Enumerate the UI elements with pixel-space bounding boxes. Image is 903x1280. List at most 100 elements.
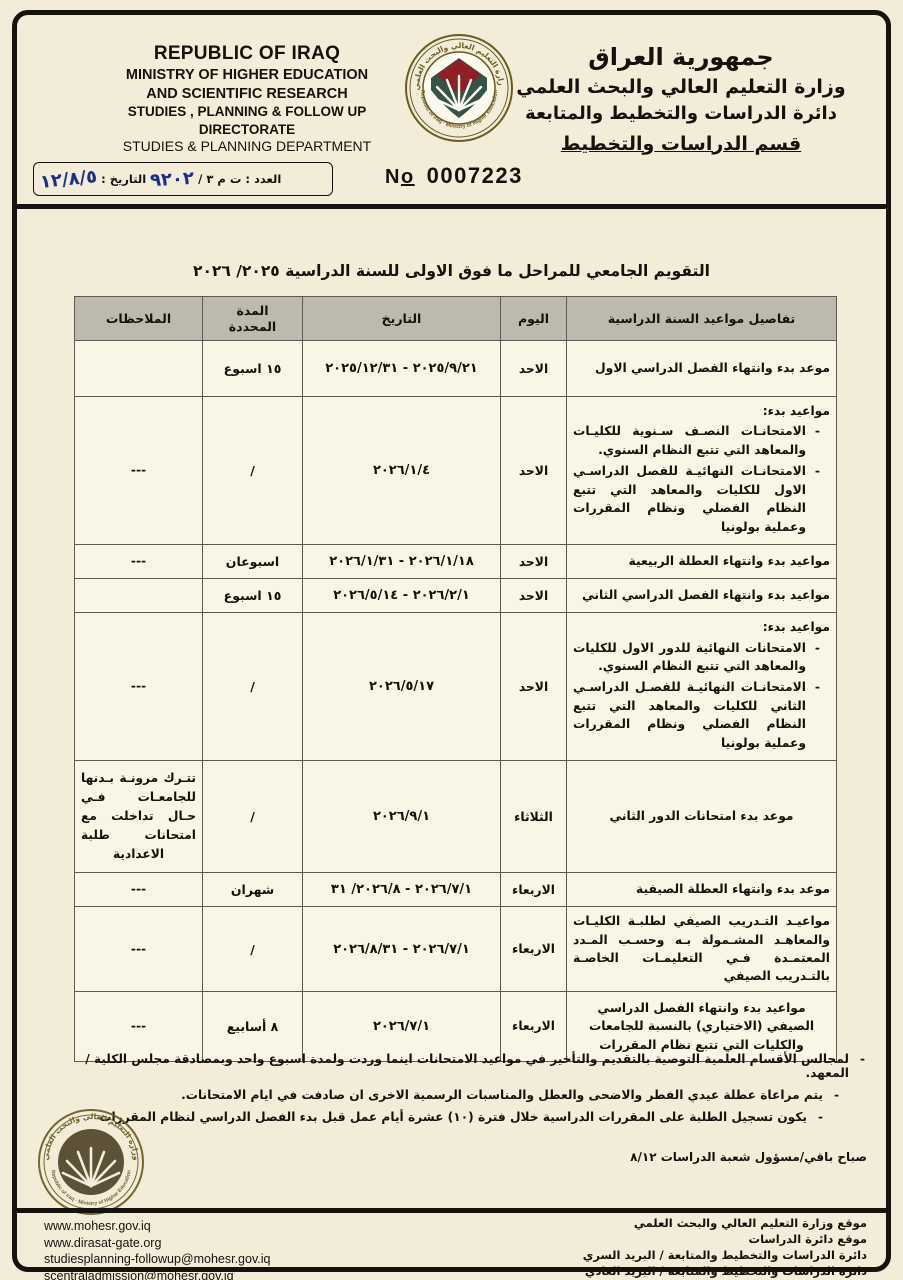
cell-detail-lead: مواعيد بدء:: [762, 620, 830, 635]
cell-note: تتـرك مرونـة بـدنها للجامعـات فـي حـال ت…: [74, 760, 203, 874]
header-republic-line: REPUBLIC OF IRAQ: [153, 43, 341, 64]
cell-detail-bullet: الامتحانات النهائية للدور الاول للكليات …: [573, 639, 820, 676]
cell-day: الاحد: [500, 340, 567, 397]
table-row: مواعيد بدء وانتهاء العطلة الربيعية الاحد…: [74, 544, 837, 580]
column-header-details: تفاصيل مواعيد السنة الدراسية: [566, 296, 837, 341]
academic-calendar-table: تفاصيل مواعيد السنة الدراسية اليوم التار…: [74, 296, 837, 1062]
table-row: مواعيـد التـدريب الصيفي لطلبـة الكليـات …: [74, 906, 837, 992]
cell-date: ٢٠٢٦/٧/١ - ٢٠٢٦/٨/٣١: [302, 906, 501, 992]
footer-contacts-arabic: موقع وزارة التعليم العالي والبحث العلمي …: [583, 1216, 867, 1279]
column-header-duration: المدة المحددة: [202, 296, 303, 341]
footnotes-list: لمجالس الأقسام العلمية التوصية بالتقديم …: [70, 1052, 867, 1132]
header-directorate-line: STUDIES , PLANNING & FOLLOW UP DIRECTORA…: [127, 104, 367, 137]
cell-day: الاربعاء: [500, 872, 567, 908]
cell-day: الاحد: [500, 578, 567, 614]
cell-day: الاحد: [500, 612, 567, 762]
cell-detail-bullets: الامتحانـات النصـف سـنوية للكليـات والمع…: [573, 422, 830, 536]
table-row: مواعيد بدء: الامتحانـات النصـف سـنوية لل…: [74, 395, 837, 546]
cell-detail-bullet: الامتحانـات النهائيـة للفصـل الدراسـي ال…: [573, 678, 820, 752]
header-arabic-ministry: وزارة التعليم العالي والبحث العلمي: [516, 76, 846, 99]
cell-duration: شهران: [202, 872, 303, 908]
cell-detail-bullet: الامتحانـات النهائيـة للفصل الدراسـي الا…: [573, 462, 820, 536]
document-header: REPUBLIC OF IRAQ MINISTRY OF HIGHER EDUC…: [22, 20, 881, 202]
cell-day: الاحد: [500, 544, 567, 580]
cell-detail: مواعيـد التـدريب الصيفي لطلبـة الكليـات …: [566, 906, 837, 992]
column-header-notes: الملاحظات: [74, 296, 203, 341]
reference-number-label: العدد : ت م ٣ /: [198, 172, 282, 186]
header-divider: [17, 204, 886, 209]
cell-detail-bullets: الامتحانات النهائية للدور الاول للكليات …: [573, 639, 830, 753]
footer-divider: [17, 1208, 886, 1213]
cell-duration: /: [202, 760, 303, 874]
cell-note: [74, 578, 203, 614]
serial-number: No 0007223: [385, 163, 523, 189]
serial-number-mark: No: [385, 166, 415, 188]
footnote-item: يكون تسجيل الطلبة على المقررات الدراسية …: [70, 1110, 867, 1124]
header-ministry-line1: MINISTRY OF HIGHER EDUCATION: [125, 67, 369, 84]
cell-detail-lead: مواعيد بدء:: [762, 404, 830, 418]
footer-label-normal-mail: دائرة الدراسات والتخطيط والمتابعة / البر…: [584, 1263, 867, 1278]
cell-duration: /: [202, 906, 303, 992]
footer-label-dirasat-site: موقع دائرة الدراسات: [748, 1231, 867, 1246]
table-row: مواعيد بدء وانتهاء الفصل الدراسي الصيفي …: [74, 990, 837, 1062]
cell-note: ---: [74, 612, 203, 762]
cell-detail: مواعيد بدء: الامتحانات النهائية للدور ال…: [566, 612, 837, 762]
footer-email-centraladmission[interactable]: scentraladmission@mohesr.gov.iq: [44, 1268, 234, 1280]
cell-duration: ١٥ اسبوع: [202, 578, 303, 614]
cell-duration: /: [202, 395, 303, 546]
column-header-day: اليوم: [500, 296, 567, 341]
cell-note: ---: [74, 990, 203, 1062]
footer-label-secure-mail: دائرة الدراسات والتخطيط والمتابعة / البر…: [582, 1247, 867, 1262]
cell-date: ٢٠٢٥/٩/٢١ - ٢٠٢٥/١٢/٣١: [302, 340, 501, 397]
cell-note: ---: [74, 544, 203, 580]
cell-detail: مواعيد بدء وانتهاء الفصل الدراسي الثاني: [566, 578, 837, 614]
cell-day: الاربعاء: [500, 990, 567, 1062]
signature-line: صباح باقي/مسؤول شعبة الدراسات ٨/١٢: [630, 1150, 867, 1164]
ministry-seal-icon: وزارة التعليم العالي والبحث العلمي Repub…: [32, 1106, 150, 1218]
cell-date: ٢٠٢٦/١/٤: [302, 395, 501, 546]
cell-detail: موعد بدء وانتهاء العطلة الصيفية: [566, 872, 837, 908]
reference-number-box: العدد : ت م ٣ / ٩٢٠٢ التاريخ : ١٢/٨/٥: [33, 162, 333, 196]
cell-duration: ٨ أسابيع: [202, 990, 303, 1062]
cell-note: ---: [74, 395, 203, 546]
cell-detail: موعد بدء امتحانات الدور الثاني: [566, 760, 837, 874]
footer-email-studiesplanning[interactable]: studiesplanning-followup@mohesr.gov.iq: [44, 1252, 271, 1266]
cell-duration: /: [202, 612, 303, 762]
reference-number-handwritten: ٩٢٠٢: [149, 167, 195, 191]
header-arabic-republic: جمهورية العراق: [588, 43, 774, 71]
header-english-block: REPUBLIC OF IRAQ MINISTRY OF HIGHER EDUC…: [82, 42, 412, 156]
cell-date: ٢٠٢٦/١/١٨ - ٢٠٢٦/١/٣١: [302, 544, 501, 580]
cell-date: ٢٠٢٦/٢/١ - ٢٠٢٦/٥/١٤: [302, 578, 501, 614]
table-title: التقويم الجامعي للمراحل ما فوق الاولى لل…: [193, 262, 710, 280]
cell-note: [74, 340, 203, 397]
cell-detail: مواعيد بدء: الامتحانـات النصـف سـنوية لل…: [566, 395, 837, 546]
cell-date: ٢٠٢٦/٩/١: [302, 760, 501, 874]
column-header-duration-line2: المحددة: [228, 318, 277, 334]
footnote-item: لمجالس الأقسام العلمية التوصية بالتقديم …: [70, 1052, 867, 1080]
footer-website-ministry[interactable]: www.mohesr.gov.iq: [44, 1219, 151, 1233]
footer-website-dirasat[interactable]: www.dirasat-gate.org: [44, 1235, 162, 1250]
cell-day: الاربعاء: [500, 906, 567, 992]
footnote-item: يتم مراعاة عطلة عيدي الفطر والاضحى والعط…: [70, 1088, 867, 1102]
footer-contacts-english: www.mohesr.gov.iq www.dirasat-gate.org s…: [44, 1218, 270, 1280]
cell-note: ---: [74, 872, 203, 908]
table-row: موعد بدء امتحانات الدور الثاني الثلاثاء …: [74, 760, 837, 874]
cell-detail: موعد بدء وانتهاء الفصل الدراسي الاول: [566, 340, 837, 397]
header-arabic-block: جمهورية العراق وزارة التعليم العالي والب…: [491, 40, 871, 158]
cell-day: الثلاثاء: [500, 760, 567, 874]
table-header-row: تفاصيل مواعيد السنة الدراسية اليوم التار…: [74, 296, 837, 341]
cell-duration: اسبوعان: [202, 544, 303, 580]
iraq-ministry-emblem-icon: وزارة التعليم العالي والبحث العلمي Repub…: [400, 25, 515, 144]
reference-date-label: التاريخ :: [101, 172, 147, 186]
header-department-line: STUDIES & PLANNING DEPARTMENT: [122, 137, 372, 154]
cell-date: ٢٠٢٦/٧/١: [302, 990, 501, 1062]
cell-note: ---: [74, 906, 203, 992]
footer-label-ministry-site: موقع وزارة التعليم العالي والبحث العلمي: [633, 1216, 867, 1230]
cell-date: ٢٠٢٦/٥/١٧: [302, 612, 501, 762]
serial-number-value: 0007223: [426, 163, 523, 188]
table-row: موعد بدء وانتهاء الفصل الدراسي الاول الا…: [74, 340, 837, 397]
table-row: مواعيد بدء: الامتحانات النهائية للدور ال…: [74, 612, 837, 762]
cell-duration: ١٥ اسبوع: [202, 340, 303, 397]
cell-detail: مواعيد بدء وانتهاء الفصل الدراسي الصيفي …: [566, 990, 837, 1062]
